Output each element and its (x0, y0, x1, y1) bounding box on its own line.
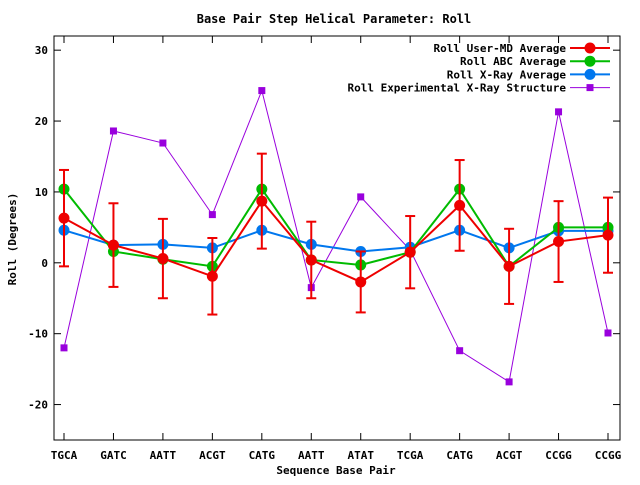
data-point (454, 199, 466, 211)
x-tick-label: CCGG (545, 449, 572, 462)
data-point (256, 195, 268, 207)
legend-marker (584, 42, 596, 54)
x-tick-label: ACGT (496, 449, 523, 462)
data-point (208, 211, 216, 219)
data-point (58, 212, 70, 224)
series-line (63, 199, 609, 284)
data-point (355, 276, 367, 288)
x-tick-label: GATC (100, 449, 127, 462)
data-point (553, 236, 565, 248)
data-point (107, 239, 119, 251)
legend-label: Roll Experimental X-Ray Structure (347, 82, 566, 95)
data-point (60, 344, 68, 352)
x-tick-label: TCGA (397, 449, 424, 462)
series-line (63, 88, 609, 383)
x-tick-label: ATAT (347, 449, 374, 462)
data-point (159, 139, 167, 147)
series-line (63, 229, 608, 253)
legend-label: Roll ABC Average (460, 55, 566, 68)
series-1 (58, 152, 614, 316)
data-point (357, 193, 365, 201)
data-point (258, 87, 266, 95)
data-point (555, 108, 563, 116)
x-tick-label: TGCA (51, 449, 78, 462)
data-point (206, 270, 218, 282)
series-line (63, 187, 608, 268)
plot-frame (53, 35, 621, 441)
data-point (604, 329, 612, 337)
data-point (157, 253, 169, 265)
y-tick-label: 20 (35, 115, 48, 128)
x-tick-label: AATT (150, 449, 177, 462)
axes: -20 -10 0 10 20 30 TGCA GATC AATT ACGT CATG AATT ATA… (28, 35, 622, 462)
legend-marker (584, 68, 596, 80)
y-tick-label: 30 (35, 44, 48, 57)
y-tick-label: -10 (28, 328, 48, 341)
data-point (305, 254, 317, 266)
y-tick-label: 10 (35, 186, 48, 199)
data-point (404, 246, 416, 258)
data-point (503, 260, 515, 272)
legend-label: Roll X-Ray Average (447, 68, 567, 81)
x-tick-label: ACGT (199, 449, 226, 462)
series-2 (58, 183, 614, 272)
x-axis-label: Sequence Base Pair (276, 464, 396, 477)
series-layer (58, 87, 614, 386)
x-tick-label: AATT (298, 449, 325, 462)
x-tick-label: CCGG (595, 449, 622, 462)
data-point (109, 127, 117, 135)
legend-marker (586, 84, 594, 92)
y-tick-label: 0 (41, 257, 48, 270)
chart-title: Base Pair Step Helical Parameter: Roll (197, 12, 472, 26)
y-axis-label: Roll (Degrees) (6, 193, 19, 286)
legend-label: Roll User-MD Average (434, 42, 567, 55)
data-point (456, 347, 464, 355)
y-tick-label: -20 (28, 399, 48, 412)
x-tick-label: CATG (249, 449, 276, 462)
x-tick-label: CATG (446, 449, 473, 462)
series-4 (60, 87, 612, 386)
legend-marker (584, 55, 596, 67)
data-point (602, 229, 614, 241)
data-point (505, 378, 513, 386)
